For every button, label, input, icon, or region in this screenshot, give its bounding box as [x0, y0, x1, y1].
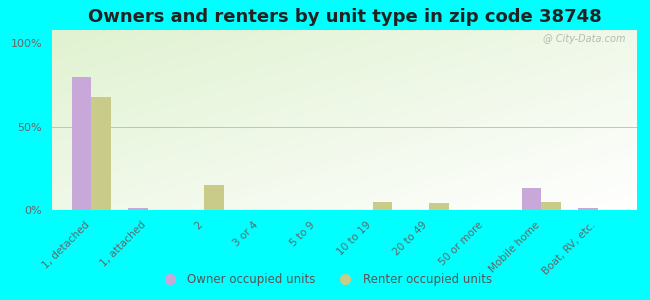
Bar	[541, 202, 561, 210]
Bar	[204, 185, 224, 210]
Bar	[72, 77, 92, 210]
Text: @ City-Data.com: @ City-Data.com	[543, 34, 625, 44]
Bar	[92, 97, 111, 210]
Bar	[522, 188, 541, 210]
Bar	[372, 202, 393, 210]
Bar	[128, 208, 148, 210]
Title: Owners and renters by unit type in zip code 38748: Owners and renters by unit type in zip c…	[88, 8, 601, 26]
Bar	[429, 203, 448, 210]
Bar	[578, 208, 597, 210]
Legend: Owner occupied units, Renter occupied units: Owner occupied units, Renter occupied un…	[153, 269, 497, 291]
